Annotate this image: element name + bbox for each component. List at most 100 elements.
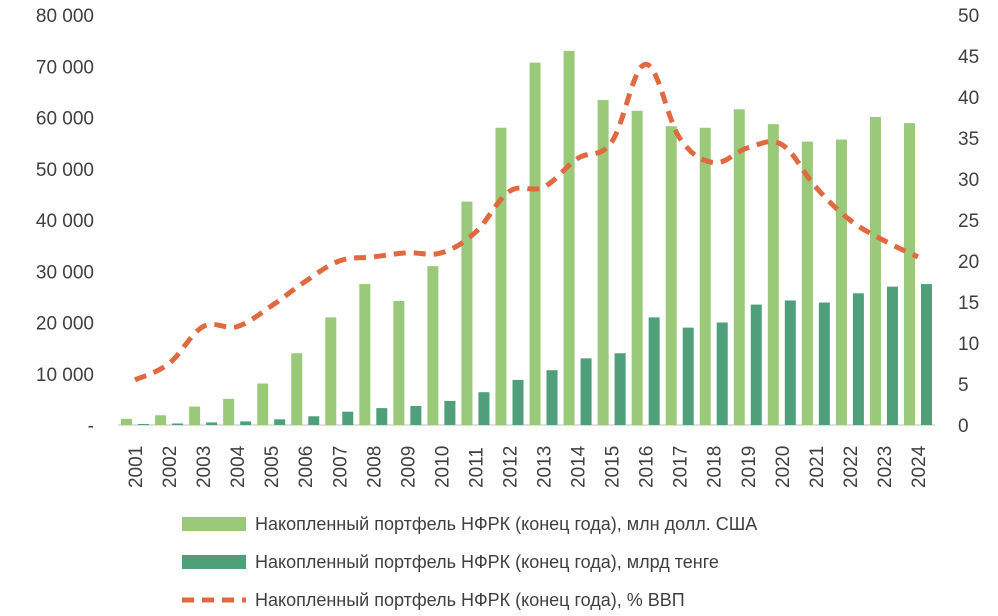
y-left-tick-label: 80 000: [36, 6, 94, 27]
bar-kzt: [818, 302, 830, 425]
bar-usd: [869, 116, 881, 426]
bar-kzt: [410, 406, 422, 425]
x-tick-label: 2009: [398, 446, 419, 488]
bar-usd: [427, 266, 439, 425]
y-right-tick-label: 15: [958, 293, 979, 314]
bar-usd: [529, 62, 541, 425]
bar-kzt: [920, 284, 932, 425]
y-right-tick-label: 20: [958, 252, 979, 273]
y-left-tick-label: 20 000: [36, 314, 94, 335]
bar-kzt: [614, 353, 626, 425]
x-tick-label: 2011: [466, 447, 487, 488]
bar-kzt: [648, 317, 660, 425]
gdp-line: [133, 61, 920, 383]
bar-kzt: [512, 379, 524, 425]
y-right-tick-label: 40: [958, 88, 979, 109]
bar-kzt: [852, 293, 864, 425]
bar-kzt: [172, 423, 184, 425]
bar-kzt: [240, 421, 252, 425]
bar-kzt: [682, 327, 694, 425]
y-left-tick-label: 30 000: [36, 262, 94, 283]
x-tick-label: 2008: [364, 446, 385, 488]
bar-kzt: [206, 422, 218, 425]
y-left-tick-label: 70 000: [36, 57, 94, 78]
bar-usd: [495, 127, 507, 425]
y-right-tick-label: 25: [958, 211, 979, 232]
legend-label-kzt: Накопленный портфель НФРК (конец года), …: [255, 552, 719, 572]
bar-usd: [155, 415, 167, 425]
legend-label-gdp: Накопленный портфель НФРК (конец года), …: [255, 590, 685, 610]
x-tick-label: 2010: [432, 446, 453, 488]
bar-kzt: [444, 400, 456, 425]
legend-item-kzt: Накопленный портфель НФРК (конец года), …: [182, 552, 719, 572]
bar-usd: [121, 418, 133, 425]
x-tick-label: 2003: [194, 446, 215, 488]
bar-kzt: [750, 304, 762, 425]
x-tick-label: 2017: [671, 446, 692, 488]
bar-kzt: [716, 322, 728, 425]
legend-swatch-usd: [182, 517, 246, 531]
x-tick-label: 2012: [500, 446, 521, 488]
legend-item-gdp: Накопленный портфель НФРК (конец года), …: [182, 590, 685, 610]
bar-kzt: [376, 408, 388, 425]
x-tick-label: 2020: [773, 446, 794, 488]
bar-usd: [767, 124, 779, 425]
bar-usd: [597, 100, 609, 425]
x-tick-label: 2014: [569, 445, 590, 488]
y-right-tick-label: 50: [958, 6, 979, 27]
x-axis: 2001 2002 2003 2004 2005 2006 2007 2008 2009 2010…: [126, 445, 930, 488]
bar-kzt: [784, 300, 796, 425]
x-tick-label: 2022: [841, 446, 862, 488]
y-left-tick-label: 60 000: [36, 109, 94, 130]
x-tick-label: 2015: [603, 446, 624, 488]
bar-kzt: [478, 392, 490, 425]
bar-kzt: [886, 286, 898, 425]
bar-usd: [801, 141, 813, 425]
y-left-tick-label: 10 000: [36, 365, 94, 386]
left-axis: 80 000 70 000 60 000 50 000 40 000 30 000 20 0…: [36, 6, 94, 437]
bar-usd: [903, 123, 915, 425]
x-tick-label: 2018: [705, 446, 726, 488]
x-tick-label: 2001: [126, 446, 147, 488]
y-right-tick-label: 30: [958, 170, 979, 191]
x-tick-label: 2004: [228, 445, 249, 488]
legend-item-usd: Накопленный портфель НФРК (конец года), …: [182, 514, 757, 534]
x-tick-label: 2013: [535, 446, 556, 488]
y-left-tick-label: 40 000: [36, 211, 94, 232]
bar-usd: [461, 201, 473, 425]
bar-kzt: [138, 423, 150, 425]
bars-group: [121, 50, 932, 426]
bar-usd: [189, 406, 201, 425]
bar-usd: [733, 109, 745, 426]
y-right-tick-label: 0: [958, 416, 969, 437]
bar-kzt: [546, 370, 558, 425]
y-right-tick-label: 45: [958, 47, 979, 68]
y-right-tick-label: 35: [958, 129, 979, 150]
bar-usd: [325, 317, 337, 425]
bar-usd: [257, 383, 269, 425]
bar-kzt: [274, 419, 286, 425]
y-right-tick-label: 10: [958, 334, 979, 355]
bar-kzt: [580, 358, 592, 425]
bar-usd: [393, 300, 405, 425]
bar-usd: [359, 284, 371, 425]
x-tick-label: 2021: [807, 446, 828, 488]
y-left-tick-label: -: [88, 416, 94, 437]
bar-usd: [223, 398, 235, 425]
y-right-tick-label: 5: [958, 375, 969, 396]
x-tick-label: 2005: [262, 446, 283, 488]
bar-usd: [563, 50, 575, 425]
gdp-line-group: [133, 61, 920, 383]
y-left-tick-label: 50 000: [36, 160, 94, 181]
x-tick-label: 2002: [160, 446, 181, 488]
x-tick-label: 2007: [330, 446, 351, 488]
x-tick-label: 2019: [739, 446, 760, 488]
legend-label-usd: Накопленный портфель НФРК (конец года), …: [255, 514, 757, 534]
x-tick-label: 2006: [296, 446, 317, 488]
bar-kzt: [342, 411, 354, 425]
x-tick-label: 2016: [637, 446, 658, 488]
bar-usd: [291, 353, 303, 425]
bar-usd: [835, 139, 847, 425]
